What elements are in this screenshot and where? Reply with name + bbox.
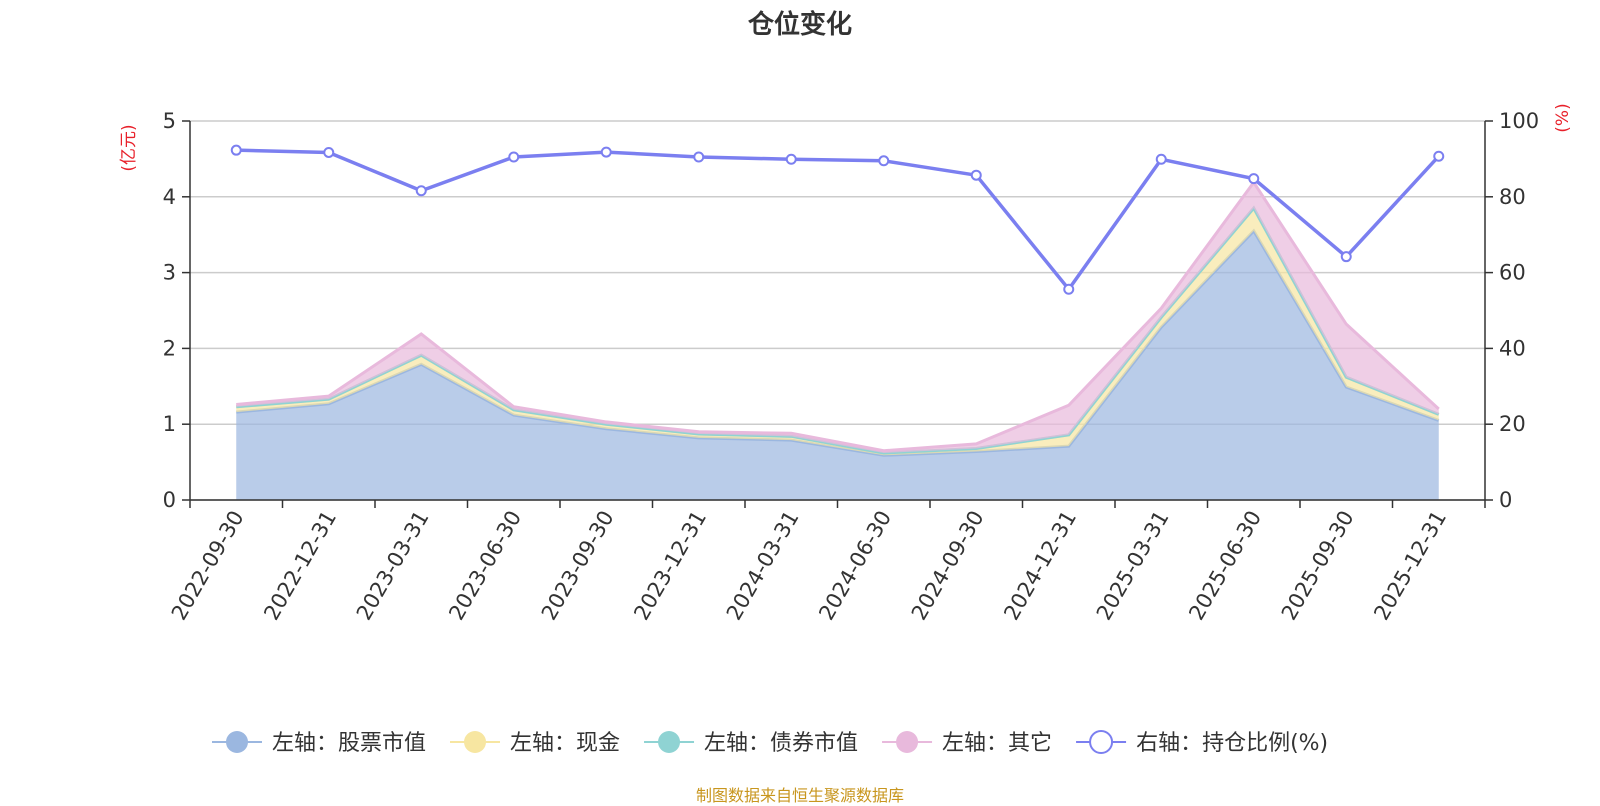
ratio-point [1155, 153, 1167, 165]
left-tick-label: 3 [163, 261, 176, 285]
x-tick-label: 2024-09-30 [907, 507, 989, 625]
legend-label: 左轴：现金 [510, 731, 620, 756]
legend-swatch-marker [896, 731, 919, 753]
area-series [236, 179, 1440, 500]
x-tick-label: 2022-12-31 [259, 507, 341, 625]
x-tick-label: 2023-09-30 [537, 507, 619, 625]
legend-item: 左轴：现金 [450, 731, 620, 756]
legend-item: 右轴：持仓比例(%) [1076, 730, 1328, 756]
x-tick-label: 2023-06-30 [444, 507, 526, 625]
x-tick-label: 2023-03-31 [352, 507, 434, 625]
ratio-point [1063, 283, 1075, 295]
ratio-point [508, 151, 520, 163]
left-tick-label: 4 [163, 185, 176, 209]
ratio-point [1433, 150, 1445, 162]
right-axis-unit: (%) [1553, 103, 1573, 132]
x-tick-label: 2024-06-30 [814, 507, 896, 625]
ratio-point [323, 146, 335, 158]
left-tick-label: 5 [163, 109, 176, 133]
legend: 左轴：股票市值 左轴：现金 左轴：债券市值 左轴：其它 右轴：持仓比例(%) [212, 730, 1328, 756]
area-stock [236, 230, 1439, 500]
ratio-point [970, 169, 982, 181]
area-edge-other [236, 179, 1440, 453]
x-tick-label: 2025-06-30 [1184, 507, 1266, 625]
ratio-point [230, 144, 242, 156]
ratio-point [600, 146, 612, 158]
x-tick-label: 2024-12-31 [999, 507, 1081, 625]
legend-item: 左轴：股票市值 [212, 731, 426, 756]
ratio-point [785, 153, 797, 165]
ratio-point [878, 155, 890, 167]
ratio-point [693, 151, 705, 163]
ratio-point [415, 185, 427, 197]
x-tick-label: 2025-12-31 [1369, 507, 1451, 625]
left-tick-label: 0 [163, 488, 176, 512]
left-tick-label: 2 [163, 336, 176, 360]
ratio-point [1248, 173, 1260, 185]
right-tick-label: 0 [1499, 488, 1512, 512]
x-tick-label: 2025-09-30 [1277, 507, 1359, 625]
legend-swatch-marker [464, 731, 487, 753]
right-tick-label: 100 [1499, 109, 1539, 133]
legend-swatch-marker [1089, 730, 1114, 754]
left-axis-unit: (亿元) [119, 124, 139, 171]
legend-label: 左轴：债券市值 [704, 731, 858, 756]
legend-swatch-marker [658, 731, 681, 753]
x-tick-label: 2025-03-31 [1092, 507, 1174, 625]
chart-title: 仓位变化 [747, 10, 852, 40]
right-tick-label: 20 [1499, 412, 1526, 436]
x-tick-label: 2023-12-31 [629, 507, 711, 625]
legend-label: 左轴：股票市值 [272, 731, 426, 756]
legend-label: 右轴：持仓比例(%) [1136, 731, 1328, 756]
legend-item: 左轴：债券市值 [644, 731, 858, 756]
source-note: 制图数据来自恒生聚源数据库 [695, 786, 904, 805]
right-tick-label: 40 [1499, 336, 1526, 360]
legend-swatch-marker [226, 731, 248, 753]
ratio-point [1340, 251, 1352, 263]
right-tick-label: 80 [1499, 185, 1526, 209]
x-tick-label: 2024-03-31 [722, 507, 804, 625]
right-tick-label: 60 [1499, 261, 1526, 285]
x-tick-label: 2022-09-30 [167, 507, 249, 625]
ratio-line-series [230, 144, 1445, 295]
legend-item: 左轴：其它 [882, 731, 1052, 756]
left-tick-label: 1 [163, 412, 176, 436]
ratio-line [236, 148, 1441, 293]
legend-label: 左轴：其它 [942, 731, 1052, 756]
